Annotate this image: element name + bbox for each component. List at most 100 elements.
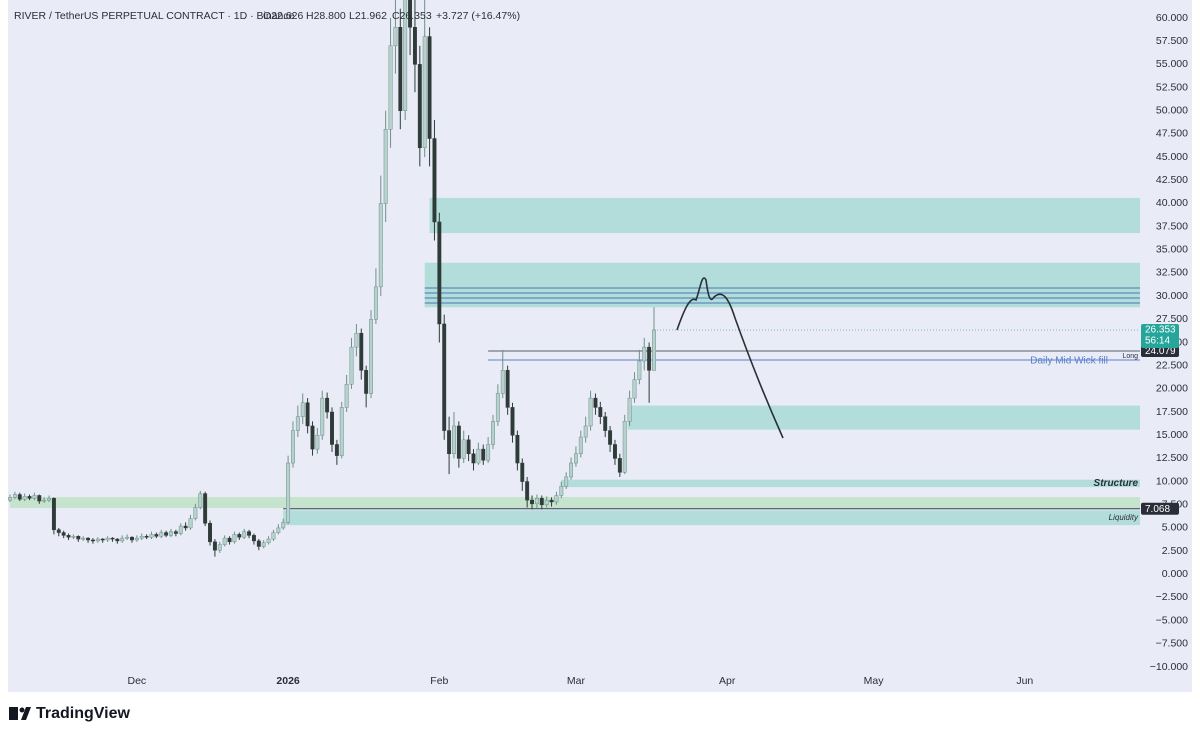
- candle-body: [27, 496, 32, 499]
- candle-body: [432, 138, 437, 223]
- candle-body: [125, 536, 130, 539]
- y-tick-label: −7.500: [1156, 638, 1189, 650]
- candle-body: [412, 27, 417, 65]
- candle-body: [617, 458, 622, 473]
- candle-body: [261, 542, 266, 547]
- candle-body: [447, 430, 452, 455]
- candle-body: [466, 439, 471, 455]
- candle-body: [632, 379, 637, 399]
- ohlc-open: O22.626: [263, 10, 303, 22]
- candle-body: [339, 407, 344, 456]
- candle-body: [481, 448, 486, 461]
- brand: TradingView: [9, 705, 131, 722]
- candle-body: [110, 537, 115, 540]
- candle-body: [95, 538, 100, 542]
- candle-body: [51, 498, 56, 531]
- x-tick-label: May: [864, 675, 885, 687]
- y-tick-label: 42.500: [1156, 174, 1188, 186]
- candle-body: [364, 370, 369, 394]
- zone: [424, 262, 1140, 308]
- y-tick-label: 22.500: [1156, 359, 1188, 371]
- candle-body: [564, 476, 569, 487]
- candle-body: [100, 538, 105, 541]
- candle-body: [32, 495, 37, 499]
- level-label: Daily Mid Wick fill: [1030, 356, 1108, 367]
- candle-body: [291, 430, 295, 464]
- x-tick-label: Apr: [719, 675, 736, 687]
- x-tick-label: 2026: [276, 675, 300, 687]
- price-tag: [1141, 502, 1179, 515]
- y-tick-label: 5.000: [1162, 522, 1188, 534]
- candle-body: [534, 498, 539, 505]
- candle-body: [164, 532, 169, 536]
- candle-body: [515, 434, 520, 464]
- candle-body: [281, 522, 286, 529]
- candle-body: [422, 36, 427, 149]
- candle-body: [598, 407, 603, 417]
- x-tick-label: Feb: [430, 675, 448, 687]
- y-tick-label: 2.500: [1162, 545, 1188, 557]
- zone: [10, 497, 1140, 508]
- candle-body: [154, 534, 159, 537]
- candle-body: [42, 499, 47, 502]
- candle-body: [378, 203, 383, 288]
- y-tick-label: 10.000: [1156, 475, 1188, 487]
- candle-body: [637, 360, 642, 380]
- candle-body: [417, 64, 422, 149]
- candle-body: [310, 425, 315, 450]
- candle-body: [242, 531, 247, 538]
- y-tick-label: 12.500: [1156, 452, 1188, 464]
- candle-body: [178, 525, 183, 534]
- drawn-projection: [676, 277, 784, 439]
- candle-body: [169, 531, 173, 536]
- candle-body: [520, 462, 525, 482]
- candle-body: [144, 536, 149, 538]
- zone-label: Structure: [1094, 478, 1139, 489]
- zone-label: Liquidity: [1109, 513, 1139, 522]
- y-tick-label: 47.500: [1156, 128, 1188, 140]
- candle-body: [486, 444, 491, 461]
- zone: [561, 479, 1140, 488]
- y-tick-label: −2.500: [1156, 591, 1189, 603]
- candle-body: [652, 329, 656, 371]
- candle-body: [530, 499, 534, 505]
- candle-body: [159, 532, 164, 537]
- zone: [429, 197, 1140, 234]
- candle-body: [198, 493, 203, 508]
- candle-body: [510, 407, 515, 436]
- candle-body: [149, 534, 154, 538]
- candle-body: [212, 541, 217, 551]
- ohlc-close: C26.353: [392, 10, 432, 22]
- x-tick-label: Jun: [1016, 675, 1033, 687]
- candle-body: [37, 495, 42, 502]
- candle-body: [203, 493, 208, 524]
- candle-body: [300, 402, 305, 417]
- candle-body: [139, 536, 144, 539]
- candle-body: [227, 537, 232, 543]
- candle-body: [369, 319, 373, 394]
- last-price-label: 26.353: [1145, 325, 1176, 336]
- candle-body: [359, 332, 364, 371]
- candle-body: [544, 499, 549, 506]
- candle-body: [66, 535, 71, 538]
- countdown-label: 56:14: [1145, 336, 1170, 347]
- ohlc-change: +3.727 (+16.47%): [436, 10, 520, 22]
- candle-body: [647, 346, 652, 371]
- candle-body: [559, 485, 564, 496]
- candle-body: [476, 448, 481, 464]
- candle-body: [222, 537, 227, 545]
- y-tick-label: 27.500: [1156, 313, 1188, 325]
- zone: [627, 405, 1140, 430]
- candle-body: [471, 453, 476, 464]
- candle-body: [120, 537, 125, 542]
- candle-body: [554, 495, 559, 503]
- last-price-tag: [1141, 323, 1179, 348]
- candle-body: [237, 534, 242, 538]
- candle-body: [134, 537, 139, 541]
- candle-body: [320, 397, 325, 436]
- candle-body: [583, 425, 588, 438]
- y-tick-label: 17.500: [1156, 406, 1188, 418]
- candle-body: [22, 496, 27, 500]
